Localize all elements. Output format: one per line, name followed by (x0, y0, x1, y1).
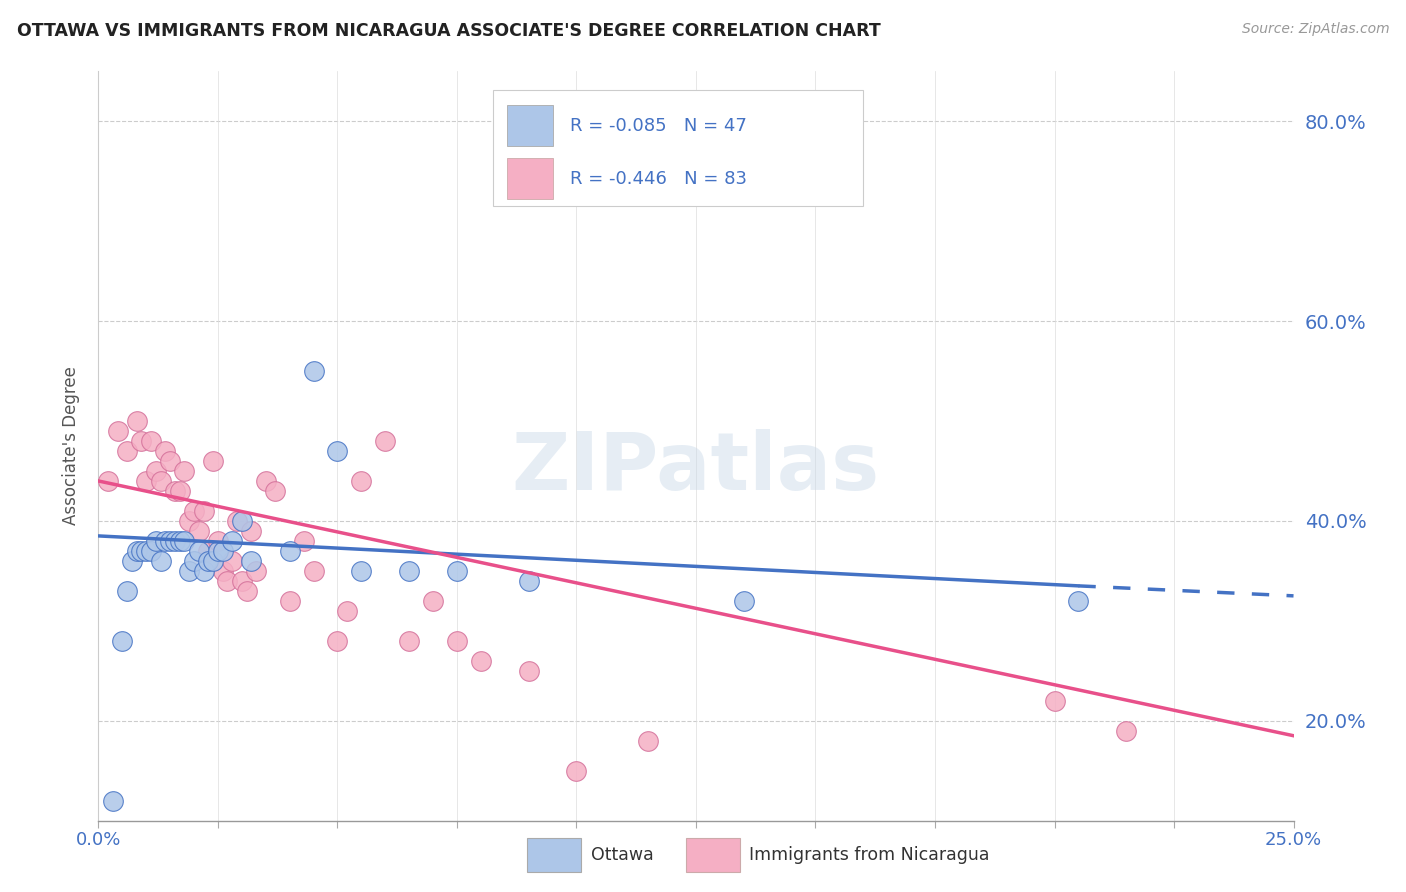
Point (264, 483, 287, 498)
Point (139, 434, 162, 448)
Point (278, 544, 301, 558)
Point (637, 733, 659, 747)
Point (235, 583, 257, 598)
Point (254, 474, 277, 488)
Y-axis label: Associate's Degree: Associate's Degree (62, 367, 80, 525)
Point (221, 533, 243, 548)
Point (207, 533, 229, 548)
Point (115, 583, 138, 598)
Point (350, 474, 373, 488)
Text: R = -0.085   N = 47: R = -0.085 N = 47 (571, 117, 748, 135)
Point (145, 464, 167, 478)
Point (139, 544, 162, 558)
Point (173, 533, 195, 548)
Point (326, 444, 349, 458)
Point (226, 514, 249, 528)
Point (159, 533, 181, 548)
Point (211, 544, 233, 558)
Point (422, 594, 444, 608)
Point (97, 474, 120, 488)
Point (278, 594, 301, 608)
Text: Source: ZipAtlas.com: Source: ZipAtlas.com (1241, 22, 1389, 37)
Text: OTTAWA VS IMMIGRANTS FROM NICARAGUA ASSOCIATE'S DEGREE CORRELATION CHART: OTTAWA VS IMMIGRANTS FROM NICARAGUA ASSO… (17, 22, 880, 40)
Point (155, 444, 177, 458)
Point (217, 574, 239, 588)
Point (197, 554, 219, 568)
Point (183, 504, 205, 518)
Point (197, 544, 219, 558)
Point (240, 554, 263, 568)
FancyBboxPatch shape (494, 90, 863, 206)
Point (115, 444, 138, 458)
Point (446, 564, 468, 578)
Point (125, 544, 148, 558)
Text: Ottawa: Ottawa (591, 847, 654, 864)
Point (135, 474, 157, 488)
Point (125, 414, 148, 428)
Point (245, 564, 267, 578)
FancyBboxPatch shape (508, 105, 553, 146)
Text: R = -0.446   N = 83: R = -0.446 N = 83 (571, 169, 748, 187)
Point (302, 364, 325, 378)
Point (159, 454, 181, 468)
Text: ZIPatlas: ZIPatlas (512, 429, 880, 508)
Point (231, 514, 253, 528)
Point (202, 454, 225, 468)
Point (187, 524, 209, 538)
Point (131, 544, 153, 558)
Point (565, 764, 588, 778)
Point (179, 514, 201, 528)
Point (517, 664, 540, 678)
Point (145, 533, 167, 548)
Point (1043, 694, 1066, 708)
Point (193, 564, 215, 578)
Point (173, 464, 195, 478)
Point (183, 554, 205, 568)
Point (221, 554, 243, 568)
Point (169, 533, 191, 548)
Point (155, 533, 177, 548)
Point (231, 574, 253, 588)
Text: 0.0%: 0.0% (76, 830, 121, 848)
Point (302, 564, 325, 578)
Point (398, 564, 420, 578)
Point (336, 604, 359, 618)
Point (163, 533, 186, 548)
Point (193, 504, 215, 518)
Point (733, 594, 755, 608)
Point (163, 483, 186, 498)
Point (1115, 723, 1137, 738)
Point (179, 564, 201, 578)
Text: 25.0%: 25.0% (1265, 830, 1322, 848)
Point (326, 633, 349, 648)
Point (211, 564, 233, 578)
Point (149, 474, 172, 488)
FancyBboxPatch shape (508, 158, 553, 199)
Point (292, 533, 315, 548)
Text: Immigrants from Nicaragua: Immigrants from Nicaragua (749, 847, 990, 864)
Point (187, 544, 209, 558)
Point (350, 564, 373, 578)
Point (240, 524, 263, 538)
Point (202, 554, 225, 568)
Point (135, 544, 157, 558)
Point (1067, 594, 1090, 608)
Point (121, 554, 143, 568)
Point (446, 633, 468, 648)
Point (111, 633, 134, 648)
Point (107, 424, 129, 438)
Point (131, 434, 153, 448)
Point (149, 554, 172, 568)
Point (207, 544, 229, 558)
Point (169, 483, 191, 498)
Point (470, 654, 492, 668)
Point (101, 794, 124, 808)
Point (398, 633, 420, 648)
Point (374, 434, 396, 448)
Point (517, 574, 540, 588)
